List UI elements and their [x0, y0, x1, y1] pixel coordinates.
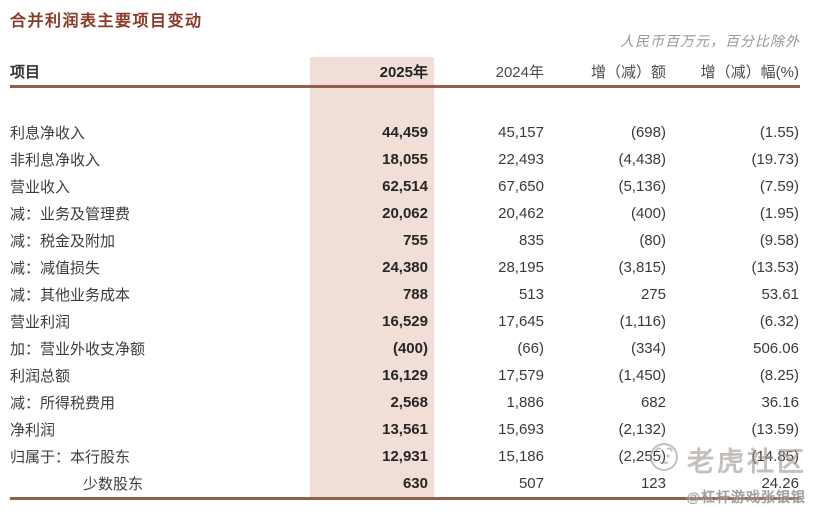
- cell-pct: (19.73): [751, 151, 799, 168]
- cell-2024: 22,493: [498, 151, 544, 168]
- cell-2025: (400): [392, 340, 428, 357]
- cell-pct: (6.32): [759, 313, 799, 330]
- cell-change: (1,450): [618, 367, 666, 384]
- cell-2024: 15,186: [498, 448, 544, 465]
- row-label: 非利息净收入: [10, 152, 101, 169]
- table-row: 营业收入 62,514 67,650 (5,136) (7.59): [10, 173, 800, 200]
- cell-2024: 17,579: [498, 367, 544, 384]
- cell-pct: (7.59): [759, 178, 799, 195]
- row-label: 归属于：本行股东: [10, 449, 131, 466]
- cell-pct: (13.53): [751, 259, 799, 276]
- cell-2025: 12,931: [382, 448, 428, 465]
- header-col-item: 项目: [10, 62, 41, 81]
- cell-pct: (9.58): [759, 232, 799, 249]
- row-label: 净利润: [10, 422, 56, 439]
- cell-change: (1,116): [619, 313, 666, 330]
- row-label: 加：营业外收支净额: [10, 341, 146, 358]
- bottom-rule: [10, 497, 800, 500]
- table-body: 利息净收入 44,459 45,157 (698) (1.55) 非利息净收入 …: [10, 119, 800, 497]
- table-row: 加：营业外收支净额 (400) (66) (334) 506.06: [10, 335, 800, 362]
- cell-change: (4,438): [618, 151, 666, 168]
- row-label: 营业利润: [10, 314, 71, 331]
- cell-change: (3,815): [618, 259, 666, 276]
- cell-2025: 16,529: [382, 313, 428, 330]
- table-row: 营业利润 16,529 17,645 (1,116) (6.32): [10, 308, 800, 335]
- cell-pct: (13.59): [751, 421, 799, 438]
- cell-change: (400): [630, 205, 666, 222]
- row-label: 少数股东: [83, 476, 144, 493]
- cell-2025: 788: [402, 286, 428, 303]
- table-row: 减：减值损失 24,380 28,195 (3,815) (13.53): [10, 254, 800, 281]
- table-row: 减：所得税费用 2,568 1,886 682 36.16: [10, 389, 800, 416]
- row-label: 减：所得税费用: [10, 395, 116, 412]
- cell-2025: 18,055: [382, 151, 428, 168]
- cell-2024: 45,157: [498, 124, 544, 141]
- cell-2024: 28,195: [498, 259, 544, 276]
- cell-2024: 507: [518, 475, 544, 492]
- row-label: 减：减值损失: [10, 260, 101, 277]
- cell-2025: 20,062: [382, 205, 428, 222]
- cell-pct: 36.16: [761, 394, 799, 411]
- cell-2025: 755: [402, 232, 428, 249]
- table-row: 减：其他业务成本 788 513 275 53.61: [10, 281, 800, 308]
- header-col-pct: 增（减）幅(%): [700, 63, 799, 81]
- row-label: 减：业务及管理费: [10, 206, 131, 223]
- cell-2024: 15,693: [498, 421, 544, 438]
- table-row: 利息净收入 44,459 45,157 (698) (1.55): [10, 119, 800, 146]
- cell-change: (334): [630, 340, 666, 357]
- cell-2025: 13,561: [382, 421, 428, 438]
- cell-2024: 513: [518, 286, 544, 303]
- header-rule: [10, 85, 800, 88]
- cell-change: 275: [640, 286, 666, 303]
- highlight-column-2025: [310, 57, 434, 500]
- table-row: 净利润 13,561 15,693 (2,132) (13.59): [10, 416, 800, 443]
- cell-change: (698): [630, 124, 666, 141]
- income-statement-table: 项目 2025年 2024年 增（减）额 增（减）幅(%) 利息净收入 44,4…: [10, 57, 800, 500]
- cell-pct: (14.85): [751, 448, 799, 465]
- cell-2025: 2,568: [390, 394, 428, 411]
- cell-2025: 44,459: [382, 124, 428, 141]
- cell-change: (5,136): [618, 178, 666, 195]
- table-row: 减：税金及附加 755 835 (80) (9.58): [10, 227, 800, 254]
- cell-2024: 835: [518, 232, 544, 249]
- row-label: 利息净收入: [10, 125, 86, 142]
- cell-pct: (8.25): [759, 367, 799, 384]
- cell-2025: 62,514: [382, 178, 428, 195]
- cell-change: 123: [640, 475, 666, 492]
- table-row: 少数股东 630 507 123 24.26: [10, 470, 800, 497]
- table-row: 利润总额 16,129 17,579 (1,450) (8.25): [10, 362, 800, 389]
- cell-2025: 630: [402, 475, 428, 492]
- table-row: 归属于：本行股东 12,931 15,186 (2,255) (14.85): [10, 443, 800, 470]
- row-label: 减：其他业务成本: [10, 287, 131, 304]
- cell-change: (2,255): [618, 448, 666, 465]
- table-row: 非利息净收入 18,055 22,493 (4,438) (19.73): [10, 146, 800, 173]
- cell-change: 682: [640, 394, 666, 411]
- cell-2024: 1,886: [506, 394, 544, 411]
- cell-2024: 20,462: [498, 205, 544, 222]
- cell-change: (80): [639, 232, 666, 249]
- cell-change: (2,132): [618, 421, 666, 438]
- cell-2025: 24,380: [382, 259, 428, 276]
- table-header: 项目 2025年 2024年 增（减）额 增（减）幅(%): [10, 57, 800, 85]
- header-col-2025: 2025年: [379, 63, 428, 81]
- cell-pct: (1.55): [759, 124, 799, 141]
- header-spacer: [10, 88, 800, 119]
- cell-pct: 53.61: [761, 286, 799, 303]
- cell-2025: 16,129: [382, 367, 428, 384]
- cell-2024: 67,650: [498, 178, 544, 195]
- cell-pct: (1.95): [759, 205, 799, 222]
- cell-2024: (66): [517, 340, 544, 357]
- page-title: 合并利润表主要项目变动: [10, 11, 203, 30]
- row-label: 营业收入: [10, 179, 71, 196]
- row-label: 减：税金及附加: [10, 233, 116, 250]
- cell-2024: 17,645: [498, 313, 544, 330]
- header-col-2024: 2024年: [495, 63, 544, 81]
- unit-note: 人民币百万元，百分比除外: [620, 33, 800, 49]
- cell-pct: 506.06: [753, 340, 799, 357]
- cell-pct: 24.26: [761, 475, 799, 492]
- header-col-change: 增（减）额: [590, 63, 666, 81]
- row-label: 利润总额: [10, 368, 71, 385]
- table-row: 减：业务及管理费 20,062 20,462 (400) (1.95): [10, 200, 800, 227]
